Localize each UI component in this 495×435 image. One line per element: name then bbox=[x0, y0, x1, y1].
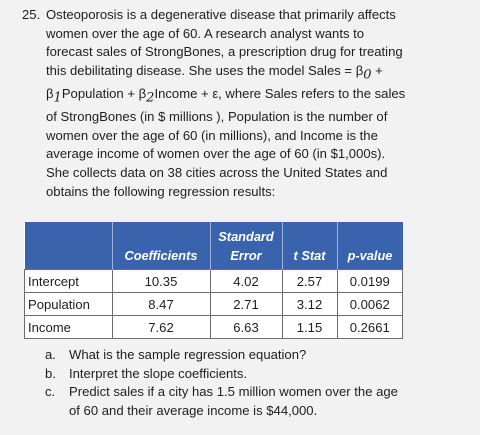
model-line-2: β1Population + β2Income + ε, where Sales… bbox=[46, 85, 474, 108]
model-plus: + bbox=[371, 62, 383, 78]
beta2-subscript: 2 bbox=[146, 90, 155, 106]
problem-line: women over the age of 60. A research ana… bbox=[46, 25, 365, 41]
model-line-1: this debilitating disease. She uses the … bbox=[46, 62, 474, 85]
standard-error-cell: 2.71 bbox=[209, 292, 283, 316]
problem-line: forecast sales of StrongBones, a prescri… bbox=[46, 44, 403, 60]
t-stat-cell: 2.57 bbox=[281, 269, 338, 293]
problem-line: of StrongBones (in $ millions ), Populat… bbox=[46, 109, 388, 125]
question-item: b. Interpret the slope coefficients. bbox=[45, 365, 465, 384]
table-row: Intercept 10.35 4.02 2.57 0.0199 bbox=[24, 269, 403, 293]
question-text: Interpret the slope coefficients. bbox=[69, 365, 248, 381]
coefficient-cell: 8.47 bbox=[111, 292, 211, 316]
header-t-stat: t Stat bbox=[281, 246, 337, 270]
p-value-cell: 0.0062 bbox=[336, 292, 403, 316]
question-text: Predict sales if a city has 1.5 million … bbox=[69, 384, 398, 400]
problem-line: She collects data on 38 cities across th… bbox=[46, 164, 388, 180]
model-text-start: this debilitating disease. She uses the … bbox=[46, 62, 364, 78]
p-value-cell: 0.2661 bbox=[336, 315, 403, 339]
row-label: Population bbox=[24, 292, 113, 316]
header-cell bbox=[336, 222, 403, 246]
problem-line: obtains the following regression results… bbox=[46, 183, 276, 199]
coefficient-cell: 10.35 bbox=[111, 269, 211, 293]
regression-results-table: Standard Coefficients Error t Stat p-val… bbox=[24, 222, 403, 339]
question-text: of 60 and their average income is $44,00… bbox=[69, 402, 318, 418]
standard-error-cell: 6.63 bbox=[209, 315, 283, 339]
table-row: Population 8.47 2.71 3.12 0.0062 bbox=[24, 292, 403, 316]
coefficient-cell: 7.62 bbox=[111, 315, 211, 339]
header-cell bbox=[24, 246, 112, 270]
table-row: Income 7.62 6.63 1.15 0.2661 bbox=[24, 315, 403, 339]
question-item: c. Predict sales if a city has 1.5 milli… bbox=[45, 383, 465, 420]
textbook-page: 25. Osteoporosis is a degenerative disea… bbox=[0, 0, 480, 435]
problem-number: 25. bbox=[22, 7, 41, 22]
p-value-cell: 0.0199 bbox=[336, 269, 403, 293]
question-label: b. bbox=[45, 365, 56, 381]
header-cell bbox=[24, 222, 112, 246]
header-cell bbox=[281, 222, 337, 246]
standard-error-cell: 4.02 bbox=[209, 269, 283, 293]
problem-line: average income of women over the age of … bbox=[46, 146, 386, 162]
beta1-symbol: β bbox=[46, 85, 54, 101]
problem-line: women over the age of 60 (in millions), … bbox=[46, 127, 378, 143]
row-label: Intercept bbox=[24, 269, 113, 293]
question-list: a. What is the sample regression equatio… bbox=[45, 346, 465, 420]
problem-text: Osteoporosis is a degenerative disease t… bbox=[46, 6, 474, 201]
header-p-value: p-value bbox=[336, 246, 403, 270]
t-stat-cell: 3.12 bbox=[281, 292, 338, 316]
header-standard: Standard bbox=[209, 222, 282, 246]
beta0-subscript: 0 bbox=[363, 67, 372, 83]
t-stat-cell: 1.15 bbox=[281, 315, 338, 339]
header-coefficients: Coefficients bbox=[111, 246, 210, 270]
question-text: What is the sample regression equation? bbox=[69, 347, 307, 362]
table-header-row-bottom: Coefficients Error t Stat p-value bbox=[24, 246, 403, 270]
question-label: c. bbox=[45, 384, 56, 400]
row-label: Income bbox=[24, 315, 113, 339]
header-cell bbox=[111, 222, 210, 246]
beta1-subscript: 1 bbox=[53, 90, 62, 106]
table-header-row-top: Standard bbox=[24, 222, 403, 246]
header-error: Error bbox=[209, 246, 282, 270]
problem-line: Osteoporosis is a degenerative disease t… bbox=[46, 7, 396, 22]
model-population-term: Population + β bbox=[61, 85, 147, 101]
question-label: a. bbox=[45, 347, 56, 362]
model-income-term: Income + ε, where Sales refers to the sa… bbox=[154, 85, 406, 101]
question-item: a. What is the sample regression equatio… bbox=[45, 346, 465, 365]
